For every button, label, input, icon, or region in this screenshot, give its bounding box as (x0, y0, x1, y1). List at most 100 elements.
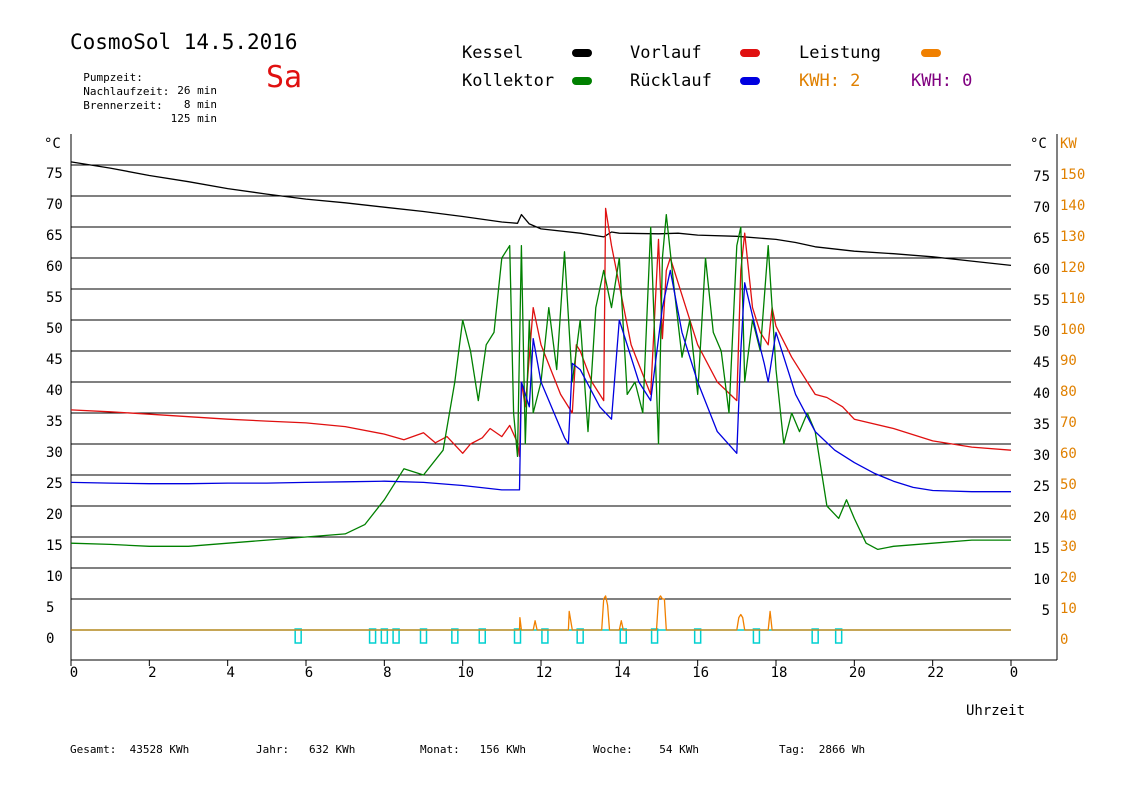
stat-pumpzeit-value: 26 min (177, 84, 217, 97)
y-right2-tick-label: 70 (1060, 415, 1077, 431)
legend-ruecklauf-label: Rücklauf (630, 71, 712, 91)
y-right-tick-label: 45 (1033, 355, 1050, 371)
footer-tag-label: Tag: (779, 743, 806, 756)
impulse-mark (541, 628, 549, 644)
y-left-tick-label: 35 (46, 414, 63, 430)
y-left-tick-label: 75 (46, 166, 63, 182)
y-right2-tick-label: 40 (1060, 508, 1077, 524)
footer-jahr: Jahr: 632 KWh (256, 743, 355, 756)
impulse-mark (811, 628, 819, 644)
y-right2-tick-label: 130 (1060, 229, 1085, 245)
x-tick-label: 20 (849, 665, 866, 681)
footer-jahr-value: 632 KWh (309, 743, 356, 756)
y-right-tick-label: 20 (1033, 510, 1050, 526)
stat-pumpzeit-label: Pumpzeit: (83, 71, 143, 84)
y-right2-tick-label: 120 (1060, 260, 1085, 276)
impulse-mark (576, 628, 584, 644)
y-right-unit-label: °C (1030, 136, 1047, 152)
footer-gesamt: Gesamt: 43528 KWh (70, 743, 189, 756)
chart-title: CosmoSol 14.5.2016 (70, 30, 298, 54)
y-right-tick-label: 5 (1042, 603, 1050, 619)
impulse-mark (650, 628, 659, 644)
x-tick-label: 0 (1010, 665, 1018, 681)
y-left-tick-label: 60 (46, 259, 63, 275)
y-right-tick-label: 35 (1033, 417, 1050, 433)
impulse-mark (478, 628, 486, 644)
legend-vorlauf-label: Vorlauf (630, 43, 702, 63)
series-line-rcklauf (70, 269, 1011, 493)
stat-brennerzeit: Brennerzeit: 125 min (70, 86, 217, 125)
y-right-tick-label: 70 (1033, 200, 1050, 216)
x-tick-label: 16 (692, 665, 709, 681)
footer-gesamt-label: Gesamt: (70, 743, 117, 756)
legend-ruecklauf-swatch (740, 77, 760, 85)
x-tick-label: 0 (70, 665, 78, 681)
legend-kollektor-label: Kollektor (462, 71, 555, 91)
y-right2-tick-label: 150 (1060, 167, 1085, 183)
stat-pumpzeit: Pumpzeit: 26 min (70, 58, 217, 97)
x-tick-label: 18 (771, 665, 788, 681)
y-left-tick-label: 45 (46, 352, 63, 368)
y-right2-unit-label: KW (1060, 136, 1077, 152)
y-right2-tick-label: 60 (1060, 446, 1077, 462)
legend-kessel-label: Kessel (462, 43, 524, 63)
impulse-mark (619, 628, 627, 644)
y-right-tick-label: 75 (1033, 169, 1050, 185)
chart-tick-labels: 0 2 4 6 8 10 12 14 16 18 20 22 005101520253035404550… (46, 166, 1085, 681)
y-right2-tick-label: 100 (1060, 322, 1085, 338)
footer-tag: Tag: 2866 Wh (779, 743, 865, 756)
legend-kollektor-swatch (572, 77, 592, 85)
y-left-tick-label: 5 (46, 600, 54, 616)
impulse-marks (294, 628, 843, 644)
series-line-vorlauf (70, 207, 1012, 458)
stat-nachlaufzeit-value: 8 min (183, 98, 217, 111)
series-line-kessel (70, 161, 1012, 267)
y-left-tick-label: 15 (46, 538, 63, 554)
y-right2-tick-label: 110 (1060, 291, 1085, 307)
y-right2-tick-label: 140 (1060, 198, 1085, 214)
y-left-tick-label: 70 (46, 197, 63, 213)
y-right2-tick-label: 30 (1060, 539, 1077, 555)
chart-grid (71, 164, 1011, 631)
x-tick-label: 4 (226, 665, 234, 681)
y-right-tick-label: 30 (1033, 448, 1050, 464)
legend-kwh1-label: KWH: 2 (799, 71, 861, 91)
stat-brennerzeit-value: 125 min (170, 112, 217, 125)
legend-leistung-label: Leistung (799, 43, 881, 63)
footer-monat-label: Monat: (420, 743, 460, 756)
stat-brennerzeit-label: Brennerzeit: (83, 99, 163, 112)
footer-gesamt-value: 43528 KWh (129, 743, 190, 756)
series-line-kollektor (70, 213, 1011, 551)
y-right-tick-label: 65 (1033, 231, 1050, 247)
y-right-tick-label: 25 (1033, 479, 1050, 495)
footer-woche-value: 54 KWh (659, 743, 699, 756)
y-right2-tick-label: 20 (1060, 570, 1077, 586)
stat-nachlaufzeit: Nachlaufzeit: 8 min (70, 72, 217, 111)
series-lines (70, 161, 1012, 631)
x-tick-label: 14 (614, 665, 631, 681)
x-tick-label: 12 (536, 665, 553, 681)
y-left-tick-label: 50 (46, 321, 63, 337)
footer-monat: Monat: 156 KWh (420, 743, 526, 756)
series-line-leistung (71, 595, 1011, 631)
y-left-unit-label: °C (44, 136, 61, 152)
chart-axes (70, 134, 1058, 666)
y-right-tick-label: 60 (1033, 262, 1050, 278)
y-right-tick-label: 10 (1033, 572, 1050, 588)
y-right2-tick-label: 90 (1060, 353, 1077, 369)
y-right2-tick-label: 10 (1060, 601, 1077, 617)
y-right-tick-label: 40 (1033, 386, 1050, 402)
x-tick-label: 10 (457, 665, 474, 681)
y-left-tick-label: 55 (46, 290, 63, 306)
legend-kessel-swatch (572, 49, 592, 57)
impulse-mark (419, 628, 428, 644)
y-left-tick-label: 30 (46, 445, 63, 461)
footer-woche-label: Woche: (593, 743, 633, 756)
impulse-mark (693, 628, 702, 644)
footer-monat-value: 156 KWh (479, 743, 526, 756)
y-left-tick-label: 25 (46, 476, 63, 492)
y-right-tick-label: 15 (1033, 541, 1050, 557)
x-axis-label: Uhrzeit (966, 703, 1025, 719)
legend-kwh2-label: KWH: 0 (911, 71, 973, 91)
y-right2-tick-label: 50 (1060, 477, 1077, 493)
